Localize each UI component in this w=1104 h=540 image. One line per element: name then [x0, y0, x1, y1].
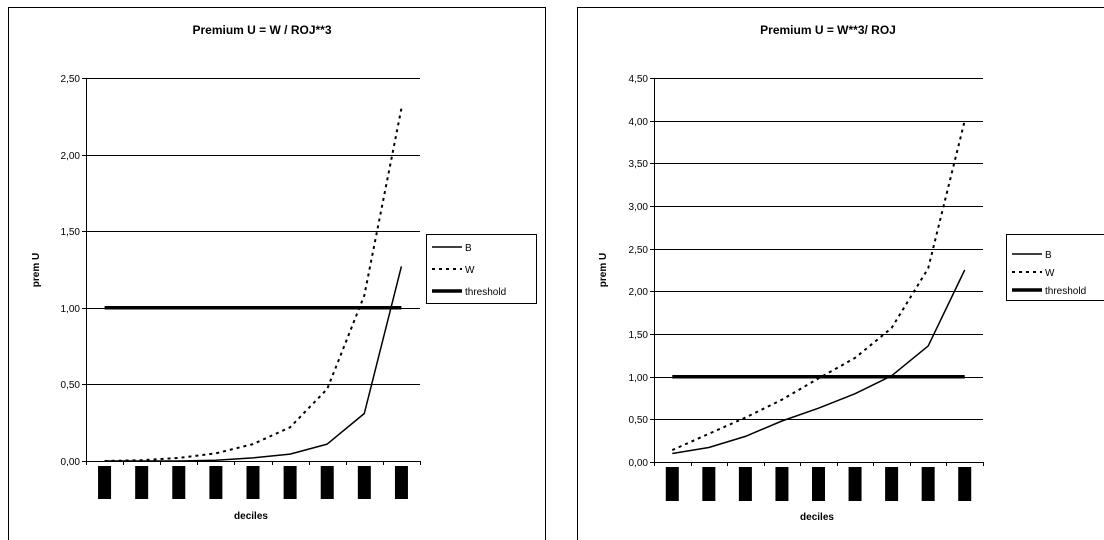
- chart-2-x-axis: [654, 78, 984, 501]
- y-tick-label: 4,50: [629, 74, 649, 85]
- chart-2-y-axis-label: prem U: [598, 253, 609, 287]
- chart-2-legend-label-w: W: [1045, 268, 1055, 279]
- y-tick-label: 1,50: [61, 227, 81, 238]
- y-tick-label: 0,50: [629, 415, 649, 426]
- x-category-label-block: [320, 466, 334, 499]
- x-category-label-block: [209, 466, 223, 499]
- chart-1-series: [104, 108, 403, 462]
- chart-1-legend-label-threshold: threshold: [465, 287, 506, 298]
- chart-1-y-axis-label: prem U: [31, 253, 42, 287]
- chart-1-title: Premium U = W / ROJ**3: [192, 23, 331, 37]
- x-category-label-block: [848, 467, 862, 501]
- y-tick-label: 0,00: [629, 458, 649, 469]
- x-category-label-block: [921, 467, 935, 501]
- y-tick-label: 2,00: [629, 287, 649, 298]
- x-category-label-block: [394, 466, 408, 499]
- y-tick-label: 3,50: [629, 159, 649, 170]
- y-tick-label: 2,50: [629, 245, 649, 256]
- y-tick-label: 3,00: [629, 202, 649, 213]
- chart-2-legend-label-b: B: [1045, 250, 1052, 261]
- x-category-label-block: [885, 467, 899, 501]
- chart-1-legend-label-w: W: [465, 265, 475, 276]
- y-tick-label: 1,00: [61, 304, 81, 315]
- x-category-label-block: [738, 467, 752, 501]
- series-line-b: [672, 269, 966, 455]
- x-category-label-block: [357, 466, 371, 499]
- chart-1-legend-label-b: B: [465, 243, 472, 254]
- x-category-label-block: [702, 467, 716, 501]
- y-tick-label: 2,00: [61, 151, 81, 162]
- chart-2-plot-area: [654, 78, 983, 462]
- y-tick-label: 1,00: [629, 373, 649, 384]
- chart-2-legend-label-threshold: threshold: [1045, 286, 1086, 297]
- x-category-label-block: [775, 467, 789, 501]
- chart-2-legend: B W threshold: [1006, 234, 1104, 301]
- chart-2-x-axis-label: deciles: [800, 512, 834, 523]
- x-category-label-block: [172, 466, 186, 499]
- y-tick-label: 4,00: [629, 117, 649, 128]
- x-category-label-block: [135, 466, 149, 499]
- series-line-b: [104, 266, 403, 462]
- y-tick-label: 0,00: [61, 457, 81, 468]
- chart-2-y-ticks: 0,00 0,50 1,00 1,50 2,00 2,50 3,00 3,50 4,00 4,50: [629, 74, 654, 469]
- chart-1-legend: B W threshold: [426, 234, 537, 304]
- y-tick-label: 1,50: [629, 330, 649, 341]
- series-line-w: [104, 108, 403, 462]
- x-category-label-block: [812, 467, 825, 501]
- x-category-label-block: [665, 467, 679, 501]
- chart-1-x-axis-label: deciles: [234, 511, 268, 522]
- chart-1-x-axis: [86, 78, 421, 499]
- x-category-label-block: [246, 466, 260, 499]
- y-tick-label: 0,50: [61, 380, 81, 391]
- chart-1-plot-area: [86, 78, 420, 461]
- y-tick-label: 2,50: [61, 74, 81, 85]
- x-category-label-block: [958, 467, 972, 501]
- x-category-label-block: [283, 466, 297, 499]
- chart-1-y-ticks: 0,00 0,50 1,00 1,50 2,00 2,50: [61, 74, 86, 468]
- x-category-label-block: [98, 466, 112, 499]
- chart-2-title: Premium U = W**3/ ROJ: [760, 23, 896, 37]
- chart-2-series: [671, 120, 966, 455]
